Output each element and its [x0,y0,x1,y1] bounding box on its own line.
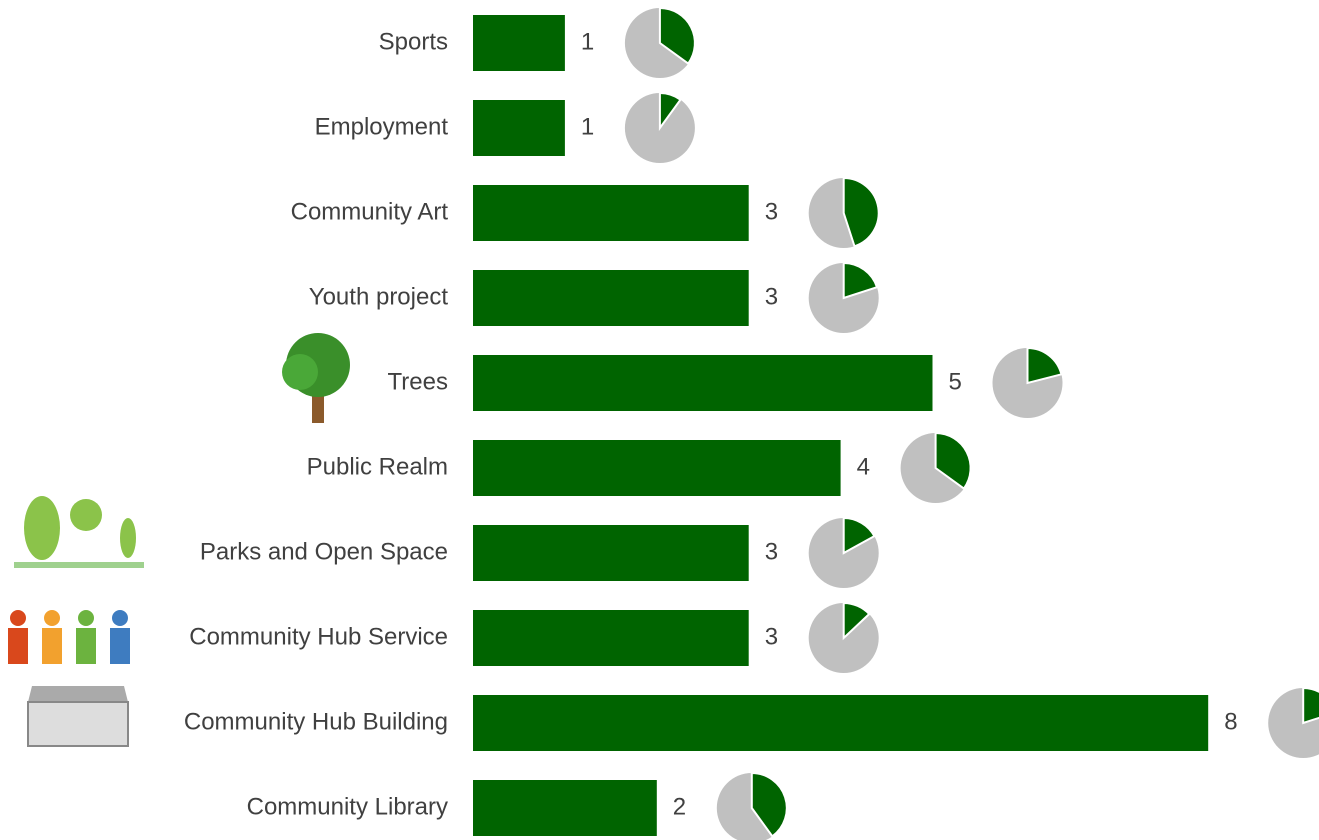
pie-slice [842,516,876,555]
value-label: 8 [1224,708,1237,735]
pie-slice [842,176,880,248]
value-label: 3 [765,198,778,225]
category-label: Community Library [247,793,448,820]
pie-slice [750,771,788,838]
category-label: Community Art [291,198,449,225]
pie-slice [658,91,682,132]
pie-slice [842,601,871,641]
bar [473,695,1209,751]
value-label: 3 [765,283,778,310]
category-label: Parks and Open Space [200,538,448,565]
bar [473,185,749,241]
category-label: Community Hub Service [189,623,448,650]
pie-slice [934,431,972,490]
category-label: Public Realm [307,453,448,480]
pie-slice [658,6,696,65]
bar [473,270,749,326]
pie-slice [1026,346,1063,385]
value-label: 3 [765,623,778,650]
value-label: 5 [949,368,962,395]
pie-slice [1302,686,1319,725]
bar [473,15,565,71]
bar [473,780,657,836]
category-label: Trees [388,368,448,395]
icon-building [27,686,129,747]
value-label: 1 [581,28,594,55]
bar [473,100,565,156]
bar [473,525,749,581]
value-label: 4 [857,453,870,480]
value-label: 1 [581,113,594,140]
category-label: Community Hub Building [184,708,448,735]
icon-people [8,610,130,664]
value-label: 3 [765,538,778,565]
bar [473,610,749,666]
icon-parks [14,496,144,568]
bar [473,355,933,411]
category-label: Employment [315,113,449,140]
value-label: 2 [673,793,686,820]
icon-trees [282,333,350,423]
category-label: Youth project [309,283,449,310]
category-label: Sports [379,28,448,55]
pie-slice [842,261,879,300]
bar [473,440,841,496]
